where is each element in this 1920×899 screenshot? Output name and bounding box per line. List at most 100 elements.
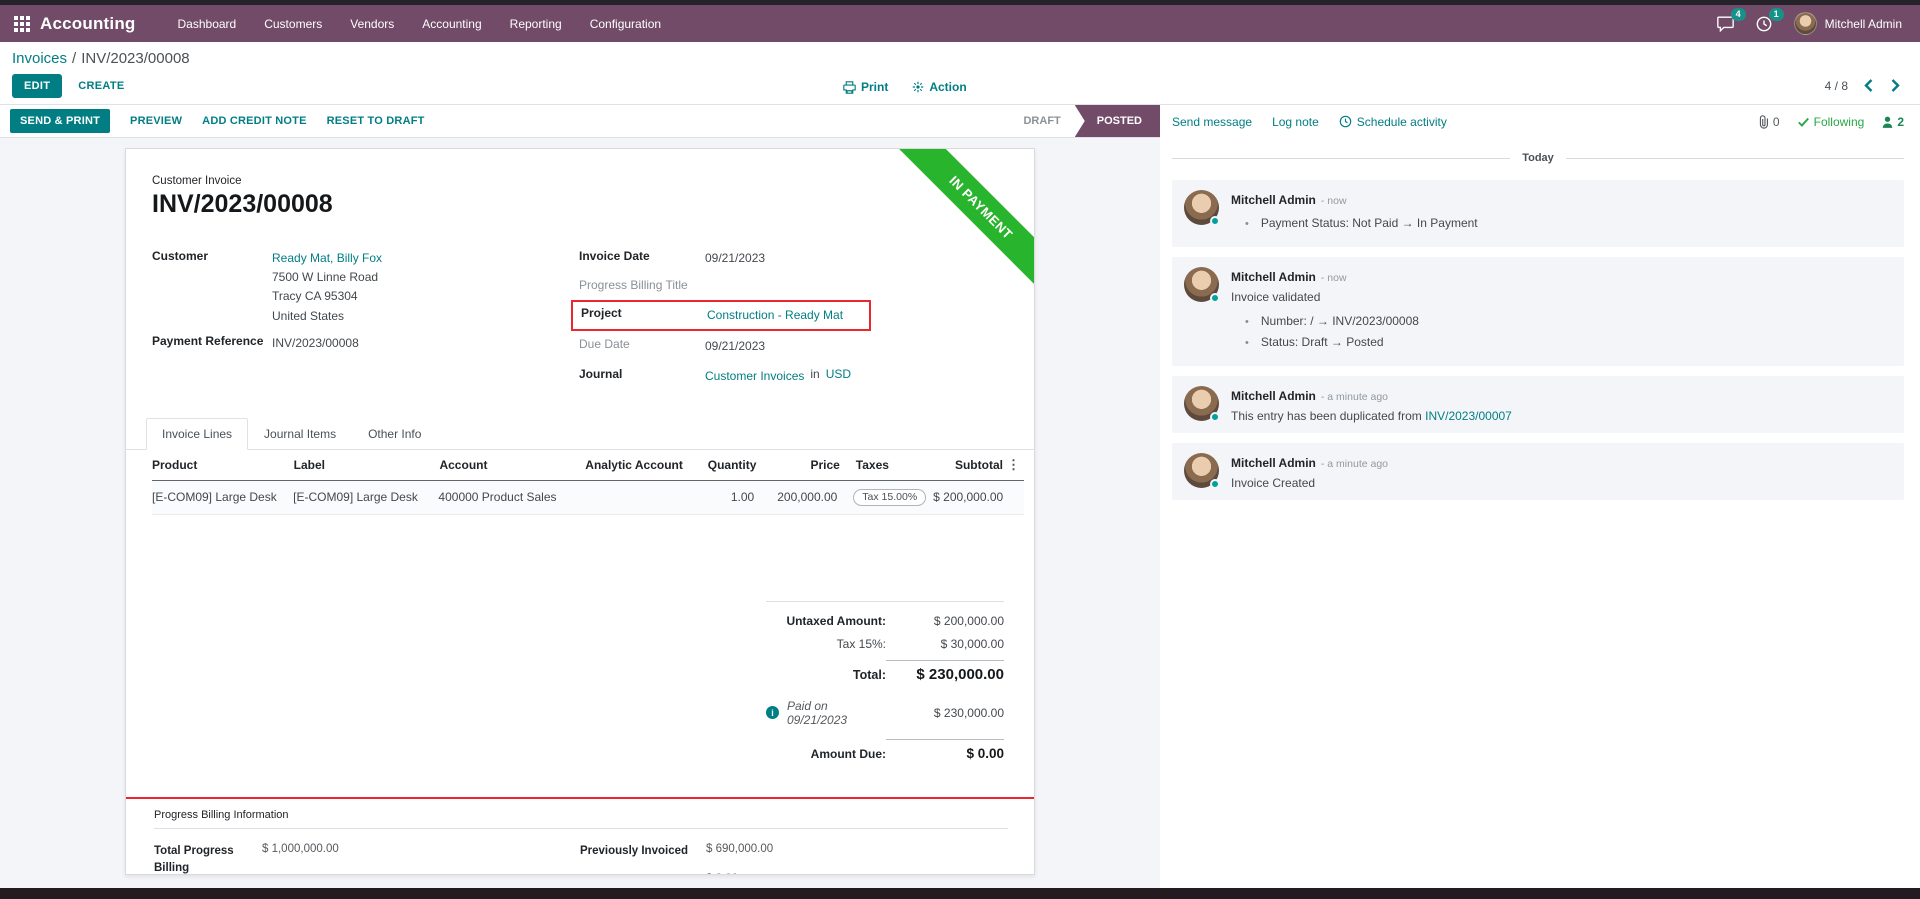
state-draft[interactable]: DRAFT xyxy=(1023,115,1061,127)
column-header-quantity[interactable]: Quantity xyxy=(707,457,757,472)
presence-indicator-dot xyxy=(1210,479,1220,489)
field-label-journal: Journal xyxy=(579,366,623,381)
duplicated-from-link[interactable]: INV/2023/00007 xyxy=(1425,409,1512,423)
nav-menus: Dashboard Customers Vendors Accounting Repor… xyxy=(164,5,676,42)
preview-button[interactable]: PREVIEW xyxy=(130,115,183,127)
line-cell-subtotal: $ 200,000.00 xyxy=(933,490,1004,505)
progress-row-previously-invoiced: Previously Invoiced $ 690,000.00 xyxy=(580,843,1008,860)
nav-menu-configuration[interactable]: Configuration xyxy=(589,16,662,31)
edit-button[interactable]: EDIT xyxy=(12,73,63,98)
chatter-message[interactable]: Mitchell Admin - now Payment Status: Not P… xyxy=(1172,180,1904,247)
line-cell-quantity: 1.00 xyxy=(730,490,755,505)
field-label-progress-billing-title: Progress Billing Title xyxy=(579,278,688,293)
paid-row[interactable]: i Paid on 09/21/2023 $ 230,000.00 xyxy=(766,699,1004,727)
message-content: Mitchell Admin - now Invoice validated Numb… xyxy=(1231,267,1419,356)
action-button[interactable]: Action xyxy=(912,80,967,94)
nav-menu-accounting[interactable]: Accounting xyxy=(422,16,482,31)
os-top-strip xyxy=(0,0,1920,5)
total-value: $ 230,000.00 xyxy=(886,659,1004,683)
totals-block: Untaxed Amount: $ 200,000.00 Tax 15%: $ … xyxy=(766,600,1004,761)
message-time: - now xyxy=(1320,195,1347,207)
payment-reference-value: INV/2023/00008 xyxy=(272,335,359,350)
send-message-button[interactable]: Send message xyxy=(1172,114,1253,129)
messages-icon[interactable]: 4 xyxy=(1716,7,1746,32)
invoice-lines-table: Product Label Account Analytic Account Quant… xyxy=(152,450,1024,515)
sheet-area: IN PAYMENT Customer Invoice INV/2023/000… xyxy=(0,138,1160,888)
clock-icon xyxy=(1339,115,1352,128)
tab-invoice-lines[interactable]: Invoice Lines xyxy=(146,417,249,450)
nav-menu-dashboard[interactable]: Dashboard xyxy=(177,16,237,31)
field-value-journal[interactable]: Customer Invoices xyxy=(705,368,805,383)
customer-label: Customer xyxy=(152,249,209,263)
log-note-button[interactable]: Log note xyxy=(1272,114,1319,129)
print-button[interactable]: Print xyxy=(843,80,888,94)
message-tracking-list: Payment Status: Not Paid → In Payment xyxy=(1245,216,1478,230)
field-value-project[interactable]: Construction - Ready Mat xyxy=(707,308,844,323)
column-header-price[interactable]: Price xyxy=(810,457,840,472)
untaxed-row: Untaxed Amount: $ 200,000.00 xyxy=(786,613,1004,628)
person-icon xyxy=(1883,116,1893,128)
message-tracking-list: Number: / → INV/2023/00008 Status: Draft … xyxy=(1245,314,1419,349)
notebook-tabs: Invoice Lines Journal Items Other Info xyxy=(126,417,1034,450)
message-body: Invoice Created xyxy=(1231,476,1316,490)
navbar-right: 4 1 Mitchell Admin xyxy=(1716,7,1902,35)
followers-button[interactable]: 2 xyxy=(1882,115,1904,129)
add-credit-note-button[interactable]: ADD CREDIT NOTE xyxy=(202,115,307,127)
pager-next-icon[interactable] xyxy=(1891,79,1900,92)
invoice-line-row[interactable]: [E-COM09] Large Desk [E-COM09] Large Desk… xyxy=(152,480,1024,515)
table-options-icon[interactable]: ⋮ xyxy=(1006,456,1020,472)
column-header-subtotal[interactable]: Subtotal xyxy=(954,457,1003,472)
activities-badge: 1 xyxy=(1768,7,1784,21)
tab-other-info[interactable]: Other Info xyxy=(368,426,422,441)
column-header-label[interactable]: Label xyxy=(293,457,325,472)
chatter-message[interactable]: Mitchell Admin - a minute ago Invoice Crea… xyxy=(1172,443,1904,500)
message-header: Mitchell Admin - now xyxy=(1231,191,1478,209)
send-print-button[interactable]: SEND & PRINT xyxy=(10,109,111,133)
following-button[interactable]: Following xyxy=(1797,115,1864,129)
progress-row-total-progress-billing: Total Progress Billing $ 1,000,000.00 xyxy=(154,843,580,874)
field-value-invoice-date: 09/21/2023 xyxy=(705,251,766,265)
top-navbar: Accounting Dashboard Customers Vendors Acco… xyxy=(0,5,1920,42)
pager: 4 / 8 xyxy=(1825,79,1900,93)
breadcrumb-parent[interactable]: Invoices xyxy=(12,50,68,67)
customer-address: 7500 W Linne Road Tracy CA 95304 United St… xyxy=(272,268,382,326)
nav-menu-vendors[interactable]: Vendors xyxy=(350,16,395,31)
invoice-fields: Customer Ready Mat, Billy Fox 7500 W Lin… xyxy=(126,249,1034,396)
column-header-taxes[interactable]: Taxes xyxy=(855,457,889,472)
tax-row: Tax 15%: $ 30,000.00 xyxy=(836,636,1004,651)
column-header-product[interactable]: Product xyxy=(152,457,198,472)
app-title[interactable]: Accounting xyxy=(40,13,136,33)
message-content: Mitchell Admin - a minute ago Invoice Crea… xyxy=(1231,453,1388,490)
message-content: Mitchell Admin - a minute ago This entry h… xyxy=(1231,386,1512,423)
progress-label-previously-invoiced: Previously Invoiced xyxy=(580,844,689,857)
state-posted[interactable]: POSTED xyxy=(1074,105,1160,137)
column-header-account[interactable]: Account xyxy=(439,457,488,472)
pager-previous-icon[interactable] xyxy=(1864,79,1873,92)
customer-link[interactable]: Ready Mat, Billy Fox xyxy=(272,251,383,265)
user-avatar xyxy=(1793,12,1817,35)
create-button[interactable]: CREATE xyxy=(78,79,125,92)
currency-link[interactable]: USD xyxy=(825,366,852,381)
presence-indicator-dot xyxy=(1210,412,1220,422)
field-project: Project Construction - Ready Mat xyxy=(571,300,871,332)
attachments-button[interactable]: 0 xyxy=(1758,115,1780,129)
chatter-message[interactable]: Mitchell Admin - a minute ago This entry h… xyxy=(1172,376,1904,433)
user-menu[interactable]: Mitchell Admin xyxy=(1793,12,1902,35)
tab-journal-items[interactable]: Journal Items xyxy=(264,426,337,441)
apps-grid-icon[interactable] xyxy=(14,15,30,32)
column-header-analytic-account[interactable]: Analytic Account xyxy=(585,457,683,472)
chatter-message[interactable]: Mitchell Admin - now Invoice validated Numb… xyxy=(1172,257,1904,366)
reset-to-draft-button[interactable]: RESET TO DRAFT xyxy=(326,115,425,127)
customer-field: Customer Ready Mat, Billy Fox 7500 W Lin… xyxy=(152,249,579,326)
nav-menu-customers[interactable]: Customers xyxy=(264,16,323,31)
document-type-label: Customer Invoice xyxy=(152,175,242,187)
follower-count: 2 xyxy=(1897,114,1904,129)
message-avatar-wrap xyxy=(1184,190,1220,226)
nav-menu-reporting[interactable]: Reporting xyxy=(509,16,562,31)
breadcrumb-separator: / xyxy=(72,50,77,67)
line-cell-product: [E-COM09] Large Desk xyxy=(152,490,277,505)
activities-icon[interactable]: 1 xyxy=(1756,7,1784,32)
schedule-activity-button[interactable]: Schedule activity xyxy=(1339,115,1447,129)
amount-due-row: Amount Due: $ 0.00 xyxy=(766,738,1004,761)
